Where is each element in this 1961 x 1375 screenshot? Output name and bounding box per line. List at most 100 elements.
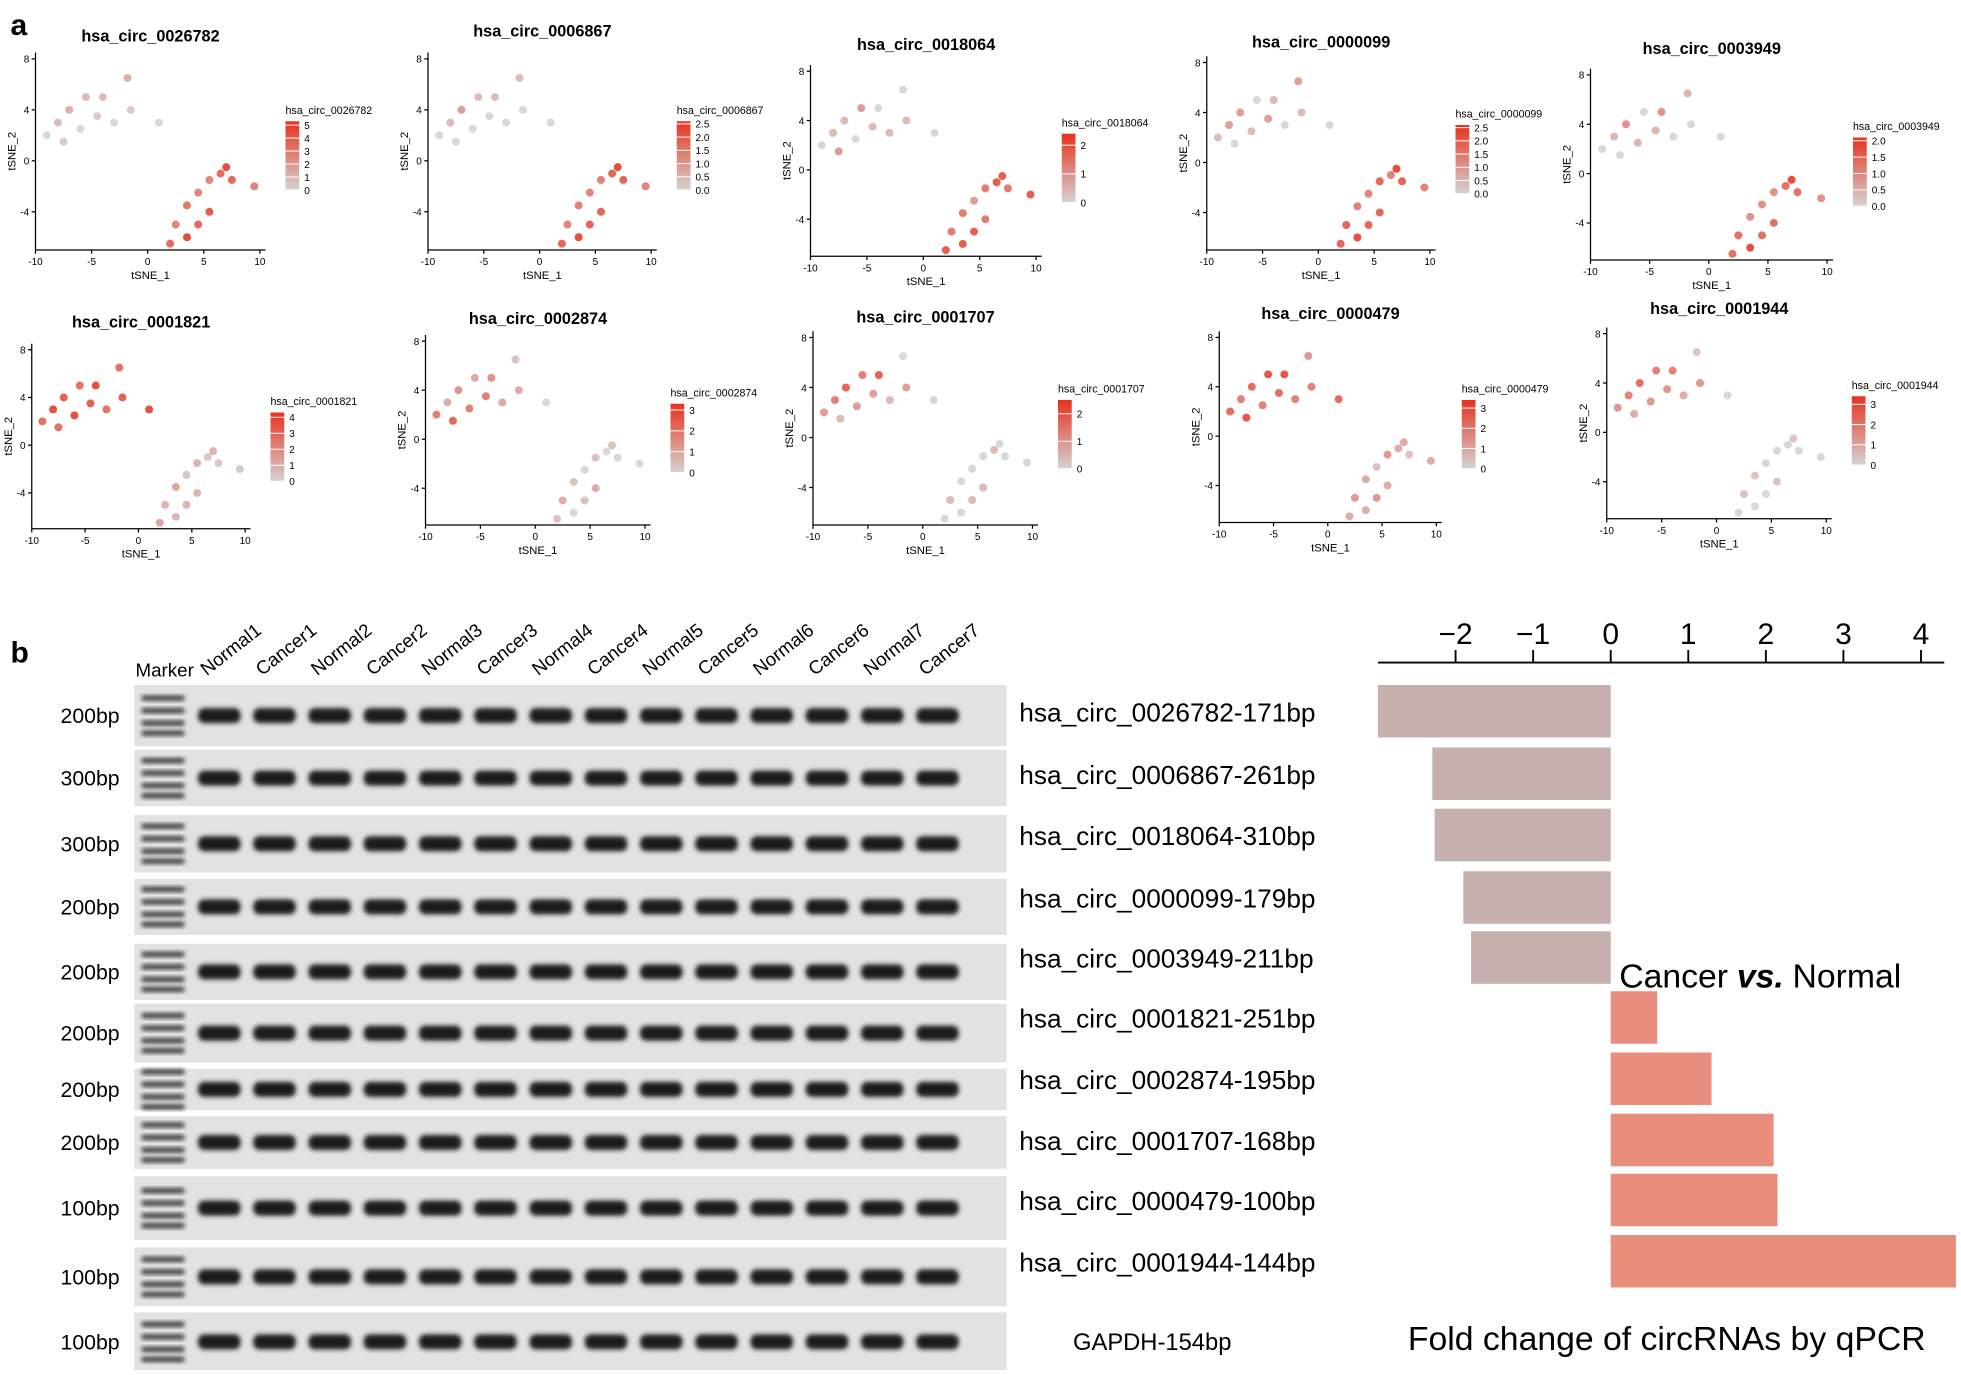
y-tick-label: 0 xyxy=(20,441,26,452)
cell-point xyxy=(1023,458,1032,467)
gel-band xyxy=(805,1025,849,1041)
cell-point xyxy=(817,141,826,150)
gel-band xyxy=(750,1135,793,1150)
cell-point xyxy=(250,182,259,191)
legend-colorbar xyxy=(1058,400,1072,469)
y-tick-label: 4 xyxy=(20,393,26,404)
cell-point xyxy=(1258,401,1267,410)
gel-band xyxy=(363,1200,407,1216)
cell-point xyxy=(553,514,562,523)
legend-tick-label: 2.0 xyxy=(696,133,710,144)
gel-band xyxy=(805,770,849,786)
gel-band xyxy=(529,1200,572,1216)
x-axis-label: tSNE_1 xyxy=(1692,280,1731,292)
cell-point xyxy=(580,465,589,474)
cell-point xyxy=(569,478,578,487)
gel-band xyxy=(363,708,407,724)
cell-point xyxy=(574,233,583,242)
cell-point xyxy=(182,233,191,242)
gel-band xyxy=(750,1200,793,1216)
cell-point xyxy=(154,118,163,127)
cell-point xyxy=(205,175,214,184)
gel-band xyxy=(474,1334,517,1350)
legend-tick-label: 3 xyxy=(304,147,310,158)
size-label: 200bp xyxy=(61,1022,120,1046)
y-tick-label: 8 xyxy=(414,337,420,348)
marker-band xyxy=(141,720,185,726)
cell-point xyxy=(596,175,605,184)
size-label: 100bp xyxy=(61,1330,120,1354)
marker-band xyxy=(141,758,185,764)
gel-band xyxy=(916,1334,959,1350)
cell-point xyxy=(451,137,460,146)
x-tick-label: 0 xyxy=(537,257,543,268)
cell-point xyxy=(1772,446,1781,455)
cell-point xyxy=(829,128,838,137)
gel-band xyxy=(198,836,241,852)
x-tick-label: -10 xyxy=(806,532,821,543)
x-axis-label: tSNE_1 xyxy=(523,270,562,282)
legend-colorbar xyxy=(1853,137,1867,207)
gel-band xyxy=(861,899,904,915)
panel-label: b xyxy=(11,637,29,670)
size-label: 200bp xyxy=(61,895,120,919)
x-tick-label: -5 xyxy=(1657,526,1666,537)
cell-point xyxy=(990,446,999,454)
y-axis-label: tSNE_2 xyxy=(397,411,409,450)
cell-point xyxy=(902,383,911,392)
legend-colorbar xyxy=(270,412,285,482)
cell-point xyxy=(929,396,938,404)
gel-band xyxy=(419,1025,462,1041)
gel-band xyxy=(419,770,462,786)
legend-tick-label: 3 xyxy=(289,429,295,440)
cell-point xyxy=(98,93,107,102)
x-tick-label: 5 xyxy=(975,532,981,543)
cell-point xyxy=(957,508,966,517)
x-tick-label: 10 xyxy=(646,257,658,268)
gel-band xyxy=(363,1334,407,1350)
gel-band xyxy=(253,1269,296,1285)
cell-point xyxy=(1345,512,1354,521)
cell-point xyxy=(1621,120,1630,129)
cell-point xyxy=(193,488,202,497)
gel-band xyxy=(419,836,462,852)
cell-point xyxy=(1651,126,1660,135)
x-tick-label: -5 xyxy=(479,257,488,268)
x-tick-label: 10 xyxy=(1431,530,1443,541)
y-tick-label: -4 xyxy=(410,484,419,495)
x-tick-label: 5 xyxy=(977,263,983,274)
cell-point xyxy=(1247,127,1256,136)
gel-band xyxy=(695,1334,738,1350)
cell-point xyxy=(1230,139,1239,148)
gel-band xyxy=(308,770,351,786)
legend-tick-label: 2 xyxy=(1081,141,1087,152)
legend-tick-label: 1 xyxy=(289,461,295,472)
gel-band xyxy=(805,1081,849,1097)
cell-point xyxy=(857,104,866,113)
gel-band xyxy=(695,1081,738,1097)
gel-band xyxy=(640,1269,683,1285)
cell-point xyxy=(591,484,600,493)
cell-point xyxy=(115,363,124,372)
cell-point xyxy=(1817,194,1826,203)
cell-point xyxy=(1739,490,1748,499)
cell-point xyxy=(902,116,911,125)
x-axis-label: tSNE_1 xyxy=(131,270,170,282)
gel-band xyxy=(474,708,517,724)
cell-point xyxy=(161,500,170,509)
x-tick-label: 0 xyxy=(1706,267,1712,278)
cell-point xyxy=(1252,96,1261,105)
legend-tick-label: 2.0 xyxy=(1474,137,1488,148)
legend-tick-label: 4 xyxy=(304,134,310,145)
legend-tick-label: 1 xyxy=(1077,437,1083,448)
cell-point xyxy=(968,464,977,473)
cell-point xyxy=(557,239,566,248)
cell-point xyxy=(1635,379,1644,388)
gel-band xyxy=(419,964,462,980)
x-tick-label: -10 xyxy=(421,257,436,268)
y-tick-label: 4 xyxy=(799,116,805,127)
legend-tick-label: 2 xyxy=(1481,424,1487,435)
row-label: hsa_circ_0006867-261bp xyxy=(1019,760,1315,790)
marker-band xyxy=(141,921,185,927)
gel-band xyxy=(419,1135,462,1150)
